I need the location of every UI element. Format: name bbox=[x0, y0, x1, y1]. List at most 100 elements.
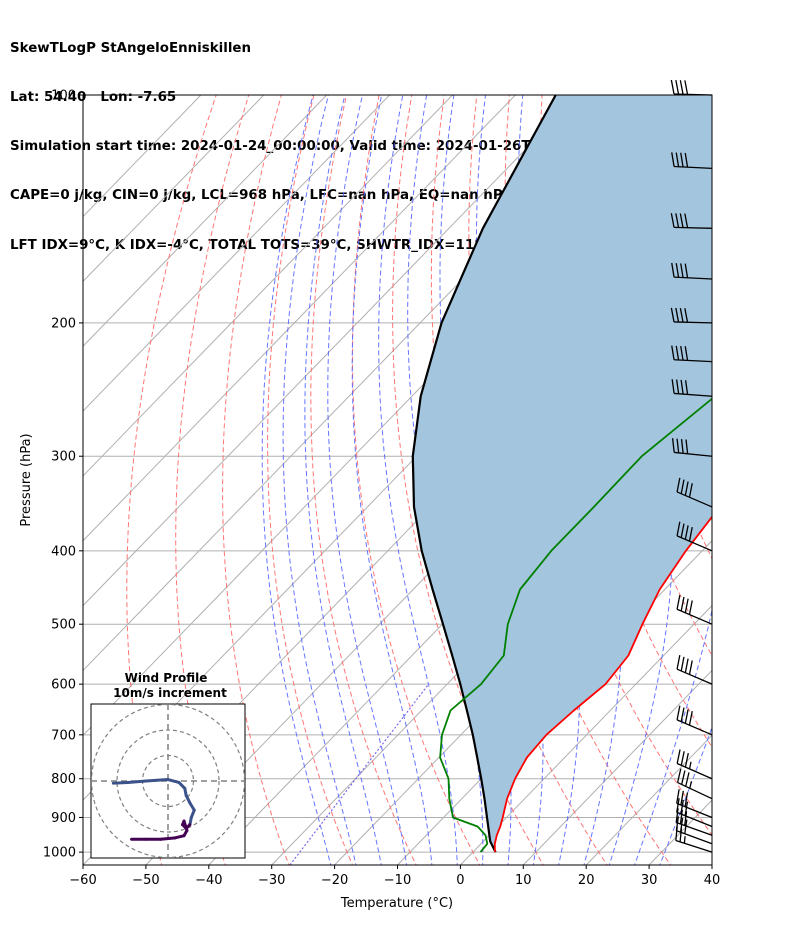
wind-barb-flag bbox=[680, 707, 685, 722]
wind-barb-flag bbox=[684, 308, 689, 323]
wind-barb bbox=[675, 816, 713, 845]
wind-barb-flag bbox=[680, 523, 685, 538]
wind-barb bbox=[676, 705, 713, 736]
parcel-profile-line bbox=[411, 95, 557, 853]
wind-barb-flag bbox=[684, 811, 688, 826]
wind-barb-flag bbox=[684, 792, 689, 807]
hodograph-segment bbox=[111, 780, 130, 785]
wind-barb-flag bbox=[671, 345, 675, 360]
moist-adiabat-line bbox=[304, 95, 382, 865]
wind-barb-staff bbox=[674, 276, 713, 280]
wind-barb-flag bbox=[676, 789, 680, 804]
wind-barb-flag bbox=[680, 799, 684, 815]
isotherm-line bbox=[83, 95, 516, 542]
dry-adiabat-line bbox=[126, 95, 217, 865]
wind-barb-flag bbox=[671, 262, 675, 278]
y-tick-label: 800 bbox=[51, 772, 76, 787]
dry-adiabat-line bbox=[704, 95, 712, 160]
dry-adiabat-line bbox=[222, 95, 290, 865]
y-tick-label: 600 bbox=[51, 678, 76, 693]
wind-barb-flag bbox=[684, 213, 689, 228]
x-tick-label: −60 bbox=[69, 873, 96, 888]
wind-profile-inset: Wind Profile 10m/s increment bbox=[90, 671, 246, 859]
wind-barb-flag bbox=[680, 656, 685, 672]
isotherm-line bbox=[775, 95, 794, 865]
wind-barb bbox=[671, 345, 713, 363]
wind-barb-staff bbox=[676, 802, 713, 819]
wind-barb-flag bbox=[684, 346, 689, 361]
wind-barb-flag bbox=[684, 752, 689, 768]
wind-barb-flag bbox=[671, 379, 675, 394]
wind-barb bbox=[676, 654, 713, 685]
x-tick-label: −20 bbox=[321, 873, 348, 888]
wind-barb-flag bbox=[688, 483, 693, 498]
moist-adiabat-line bbox=[608, 95, 673, 865]
wind-barb-flag bbox=[675, 808, 679, 823]
wind-barb bbox=[671, 438, 713, 457]
wind-barb-flag bbox=[676, 379, 680, 394]
wind-barb bbox=[676, 521, 713, 552]
isotherm-line bbox=[83, 95, 453, 477]
isotherm-line bbox=[83, 95, 328, 347]
moist-adiabat-line bbox=[327, 95, 408, 865]
hodograph-segment bbox=[166, 778, 181, 784]
isotherm-line bbox=[522, 669, 712, 865]
wind-barb-flag bbox=[676, 654, 681, 670]
wind-barb-staff bbox=[674, 359, 713, 363]
wind-barb-flag bbox=[688, 660, 693, 675]
moist-adiabat-line bbox=[659, 726, 712, 865]
dry-adiabat-line bbox=[770, 95, 794, 868]
wind-barb-flag bbox=[670, 79, 675, 95]
x-tick-label: 0 bbox=[456, 873, 464, 888]
wind-barb bbox=[670, 213, 713, 229]
y-tick-label: 100 bbox=[51, 89, 76, 104]
wind-barb-half-flag bbox=[688, 761, 692, 770]
dewpoint-profile-line bbox=[439, 397, 712, 853]
parameters-line-2: LFT IDX=9°C, K IDX=-4°C, TOTAL TOTS=39°C… bbox=[10, 237, 491, 253]
dry-adiabat-line bbox=[352, 95, 481, 865]
wind-barb-flag bbox=[676, 438, 680, 453]
temperature-profile-line bbox=[493, 515, 712, 853]
inset-subtitle: 10m/s increment bbox=[113, 686, 227, 700]
wind-barb-staff bbox=[676, 762, 713, 780]
dry-adiabat-line bbox=[267, 95, 354, 865]
wind-barb bbox=[675, 808, 713, 836]
y-tick-label: 200 bbox=[51, 316, 76, 331]
wind-barb-staff bbox=[677, 781, 713, 800]
wind-barb-flag bbox=[684, 152, 689, 168]
hodograph-segment bbox=[173, 834, 186, 840]
wind-barb-flag bbox=[675, 263, 680, 278]
y-tick-label: 500 bbox=[51, 618, 76, 633]
moist-adiabat-line bbox=[407, 95, 484, 865]
wind-barb-staff bbox=[676, 491, 713, 508]
wind-barb bbox=[670, 79, 713, 96]
wind-barb-flag bbox=[675, 152, 680, 167]
wind-barb-flag bbox=[676, 768, 682, 783]
moist-adiabat-line bbox=[351, 95, 433, 865]
wind-barb-flag bbox=[684, 709, 689, 724]
wind-barb-flag bbox=[680, 439, 684, 454]
wind-barb-flag bbox=[680, 479, 685, 494]
wind-barb-flag bbox=[675, 307, 680, 323]
wind-barb bbox=[676, 477, 713, 508]
wind-barb-flag bbox=[680, 263, 684, 278]
isotherm-line bbox=[83, 95, 390, 412]
wind-barb-flag bbox=[680, 152, 684, 168]
wind-barb-flag bbox=[680, 751, 685, 766]
wind-barb-flag bbox=[679, 80, 684, 95]
y-tick-label: 300 bbox=[51, 450, 76, 465]
moist-adiabat-line bbox=[261, 95, 332, 865]
wind-barb-flag bbox=[688, 711, 693, 726]
dry-adiabat-line bbox=[310, 95, 417, 865]
wind-barb-flag bbox=[676, 798, 680, 813]
wind-barb-flag bbox=[684, 481, 689, 496]
y-axis-label: Pressure (hPa) bbox=[19, 433, 34, 526]
wind-barb-staff bbox=[675, 821, 713, 836]
wind-barb bbox=[676, 768, 713, 800]
x-tick-label: −50 bbox=[132, 873, 159, 888]
wind-barb bbox=[670, 307, 713, 324]
wind-barb-flag bbox=[679, 213, 684, 228]
wind-barb-flag bbox=[676, 749, 681, 764]
wind-barb-flag bbox=[680, 379, 684, 395]
